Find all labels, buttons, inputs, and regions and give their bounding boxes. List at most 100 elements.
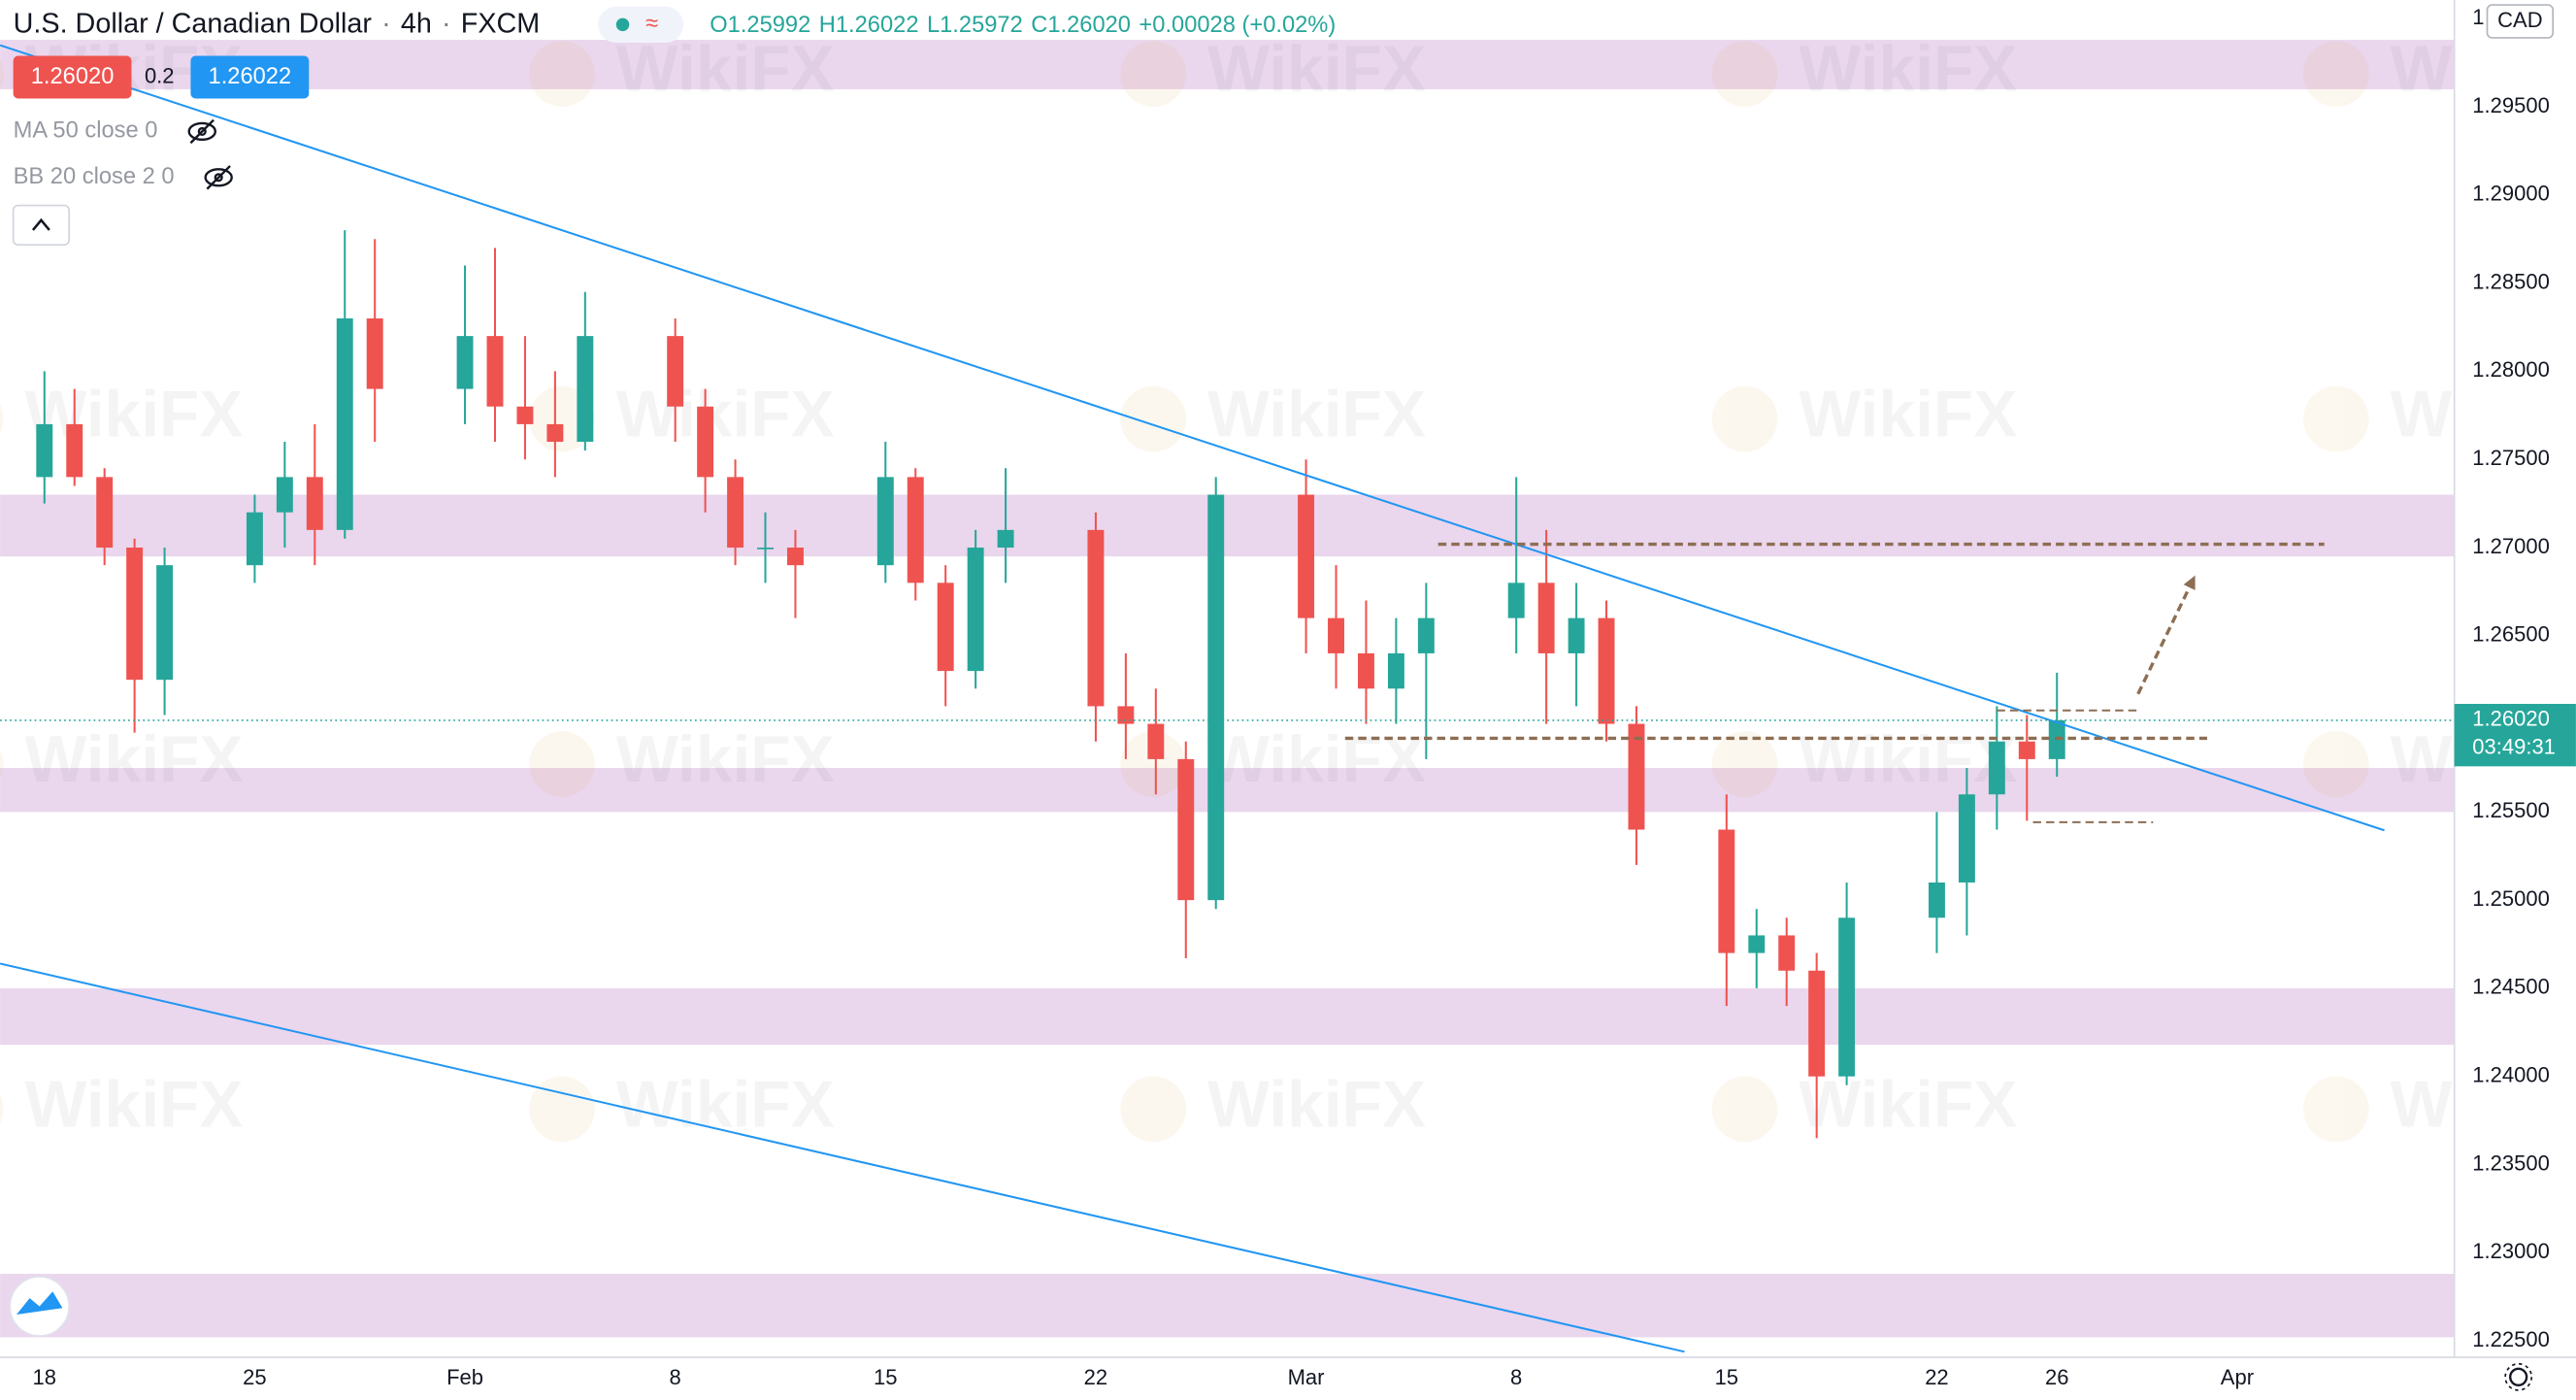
watermark: WikiFX	[1120, 723, 1426, 797]
zone	[0, 1274, 2455, 1338]
watermark-logo	[0, 750, 4, 779]
watermark-text: WikiFX	[1207, 33, 1426, 106]
candle-body	[1298, 494, 1315, 618]
watermark-logo	[1120, 385, 1187, 452]
y-tick-label: 1.24000	[2472, 1063, 2550, 1087]
watermark-logo	[529, 41, 595, 108]
candle-body	[727, 477, 744, 549]
x-tick-label: 22	[1084, 1365, 1107, 1389]
watermark-logo	[0, 1094, 4, 1124]
y-tick-label: 1.29000	[2472, 182, 2550, 206]
candle-body	[1507, 583, 1525, 618]
watermark-logo	[1711, 41, 1778, 108]
watermark-logo	[2302, 41, 2369, 108]
candle-body	[66, 423, 83, 478]
watermark-text: WikiFX	[616, 1068, 835, 1141]
interval: 4h	[401, 8, 432, 39]
watermark: WikiFX	[1711, 378, 2017, 452]
last-price-badge	[2454, 704, 2576, 767]
countdown: 03:49:31	[2472, 735, 2556, 759]
watermark-logo	[1120, 1076, 1187, 1143]
watermark: WikiFX	[1711, 1068, 2017, 1143]
watermark-text: WikiFX	[24, 1068, 243, 1141]
candle-body	[306, 477, 323, 530]
buy-button[interactable]	[190, 55, 310, 99]
overlay	[0, 44, 2455, 1353]
candle-body	[456, 336, 474, 389]
y-tick-label: 1.24500	[2472, 975, 2550, 999]
watermark-text: WikiFX	[616, 33, 835, 106]
watermark-text: WikiFX	[1207, 378, 1426, 450]
x-tick-label: Feb	[446, 1365, 483, 1389]
settings-icon[interactable]	[2504, 1362, 2533, 1391]
candle-body	[126, 548, 144, 681]
zone	[0, 767, 2455, 813]
logo-icon	[17, 1291, 63, 1315]
x-tick-label: 15	[1715, 1365, 1738, 1389]
x-tick-label: 8	[670, 1365, 681, 1389]
candle-body	[937, 583, 954, 672]
watermark-logo	[0, 404, 4, 434]
watermark: WikiFX	[1120, 378, 1426, 452]
hide-icon[interactable]	[204, 165, 233, 190]
watermark-logo	[1120, 731, 1187, 797]
ohlc-value: +0.00028 (+0.02%)	[1139, 13, 1336, 38]
title: U.S. Dollar / Canadian Dollar	[14, 8, 373, 39]
watermark: WikiFX	[1120, 1068, 1426, 1143]
collapse-button[interactable]	[12, 204, 71, 247]
status-wave: ≈	[645, 12, 658, 37]
candle-body	[1207, 494, 1225, 901]
zone	[0, 40, 2455, 89]
x-tick-label: Apr	[2221, 1365, 2254, 1389]
candle-body	[1357, 652, 1374, 689]
candle-body	[907, 477, 924, 583]
candle-body	[997, 529, 1014, 549]
candle-body	[1808, 970, 1826, 1077]
status-pill[interactable]	[598, 6, 684, 44]
zone	[0, 494, 2455, 557]
watermark-text: WikiFX	[616, 723, 835, 796]
watermark: WikiFX	[1120, 33, 1426, 108]
zone	[0, 987, 2455, 1046]
x-tick-label: 15	[874, 1365, 897, 1389]
watermark: WikiFX	[529, 723, 835, 797]
sell-button[interactable]	[13, 55, 132, 99]
watermark-text: WikiFX	[1207, 1068, 1426, 1141]
currency-badge[interactable]	[2486, 4, 2555, 39]
buy-price: 1.26022	[209, 64, 292, 89]
candle-body	[1117, 706, 1135, 724]
y-tick-label: 1.26500	[2472, 622, 2550, 647]
x-tick-label: 18	[33, 1365, 56, 1389]
watermark: WikiFX	[0, 378, 244, 450]
x-tick-label: 26	[2045, 1365, 2068, 1389]
watermark-text: WikiFX	[1799, 33, 2017, 106]
y-tick-label: 1.28000	[2472, 357, 2550, 382]
y-tick-label: 1	[2472, 5, 2484, 29]
candle-body	[2018, 741, 2035, 759]
price-axis-bg	[2454, 0, 2576, 1400]
candle-body	[967, 548, 984, 672]
x-tick-label: 22	[1925, 1365, 1948, 1389]
candle-body	[516, 406, 534, 424]
candle-body	[1718, 829, 1735, 953]
watermark: WikiFX	[0, 723, 244, 796]
candle-body	[1568, 617, 1585, 653]
candle-body	[786, 548, 804, 566]
candle-body	[276, 477, 293, 513]
hide-icon[interactable]	[187, 118, 216, 145]
watermark-logo	[0, 59, 4, 89]
chevron-icon	[31, 217, 50, 231]
x-tick-label: 8	[1510, 1365, 1522, 1389]
candle-body	[246, 512, 263, 566]
candle-body	[486, 336, 504, 407]
candle-body	[1838, 917, 1856, 1077]
spread: 0.2	[145, 63, 175, 87]
candle-body	[667, 336, 684, 407]
candle-body	[1537, 583, 1555, 653]
y-tick-label: 1.22500	[2472, 1327, 2550, 1351]
watermark: WikiFX	[1711, 723, 2017, 797]
indicator-label: MA 50 close 0	[14, 118, 158, 144]
candle-body	[1748, 935, 1766, 953]
